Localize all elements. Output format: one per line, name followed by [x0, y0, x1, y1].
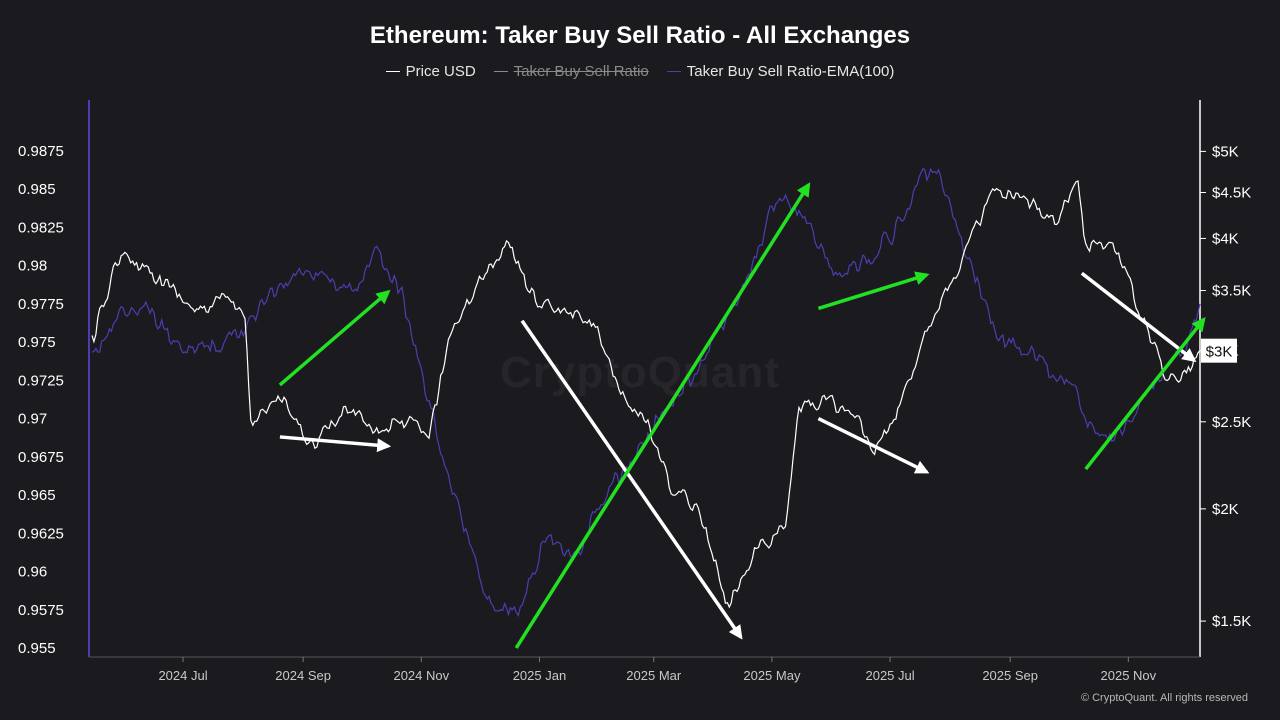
- x-tick-label: 2024 Sep: [275, 668, 331, 683]
- y-right-tick-label: $4.5K: [1212, 185, 1251, 202]
- legend-label-price: Price USD: [405, 63, 476, 80]
- y-right-tick-label: $5K: [1212, 143, 1239, 160]
- legend-swatch-ema: [666, 71, 681, 72]
- y-right-tick-label: $1.5K: [1212, 613, 1251, 630]
- y-left-tick-label: 0.9625: [18, 525, 64, 542]
- series-line-ema: [91, 167, 1201, 618]
- y-left-tick-label: 0.97: [18, 411, 47, 428]
- y-left-tick-label: 0.98: [18, 258, 47, 275]
- annotation-arrow: [1084, 316, 1206, 471]
- x-tick-label: 2025 Jan: [513, 668, 567, 683]
- x-tick-label: 2025 Sep: [982, 668, 1038, 683]
- current-price-badge: [1201, 338, 1237, 363]
- y-left-tick-label: 0.9675: [18, 449, 64, 466]
- y-right-tick-label: $3.5K: [1212, 283, 1251, 300]
- annotation-arrow: [520, 319, 743, 640]
- chart-title: Ethereum: Taker Buy Sell Ratio - All Exc…: [369, 22, 911, 49]
- y-left-tick-label: 0.9725: [18, 372, 64, 389]
- y-left-tick-label: 0.955: [18, 640, 56, 657]
- series-line-price: [91, 180, 1201, 609]
- x-tick-label: 2024 Nov: [393, 668, 449, 683]
- annotation-arrow: [817, 417, 930, 474]
- y-left-tick-label: 0.975: [18, 334, 56, 351]
- y-right-tick-label: $4K: [1212, 230, 1239, 247]
- x-tick-label: 2025 Jul: [865, 668, 914, 683]
- annotation-arrow: [514, 182, 811, 649]
- legend-label-ratio: Taker Buy Sell Ratio: [513, 63, 649, 80]
- x-tick-label: 2025 Mar: [626, 668, 682, 683]
- y-left-tick-label: 0.965: [18, 487, 56, 504]
- y-right-tick-label: $2.5K: [1212, 414, 1251, 431]
- y-left-tick-label: 0.9825: [18, 219, 64, 236]
- y-left-tick-label: 0.9575: [18, 602, 64, 619]
- y-left-tick-label: 0.985: [18, 181, 56, 198]
- annotation-arrow: [1080, 271, 1197, 363]
- legend-label-ema: Taker Buy Sell Ratio-EMA(100): [686, 63, 895, 80]
- legend-item-price[interactable]: Price USD: [385, 63, 476, 80]
- legend-item-ratio[interactable]: Taker Buy Sell Ratio: [493, 63, 649, 80]
- series-price-group: [91, 180, 1201, 609]
- x-tick-label: 2025 Nov: [1101, 668, 1157, 683]
- annotation-arrow: [817, 271, 930, 311]
- y-left-tick-label: 0.96: [18, 564, 47, 581]
- chart-legend: Price USD Taker Buy Sell Ratio Taker Buy…: [0, 63, 1280, 80]
- current-price-label: $3K: [1206, 344, 1233, 361]
- x-tick-label: 2025 May: [743, 668, 801, 683]
- copyright-notice: © CryptoQuant. All rights reserved: [1080, 692, 1248, 704]
- legend-swatch-ratio: [493, 71, 508, 72]
- legend-swatch-price: [385, 71, 400, 72]
- y-left-tick-label: 0.9875: [18, 143, 64, 160]
- annotation-arrow: [278, 289, 391, 387]
- x-tick-label: 2024 Jul: [158, 668, 207, 683]
- y-left-tick-label: 0.9775: [18, 296, 64, 313]
- annotation-arrow: [279, 435, 392, 453]
- series-ema-group: [91, 167, 1201, 618]
- legend-item-ema[interactable]: Taker Buy Sell Ratio-EMA(100): [666, 63, 895, 80]
- y-right-tick-label: $2K: [1212, 501, 1239, 518]
